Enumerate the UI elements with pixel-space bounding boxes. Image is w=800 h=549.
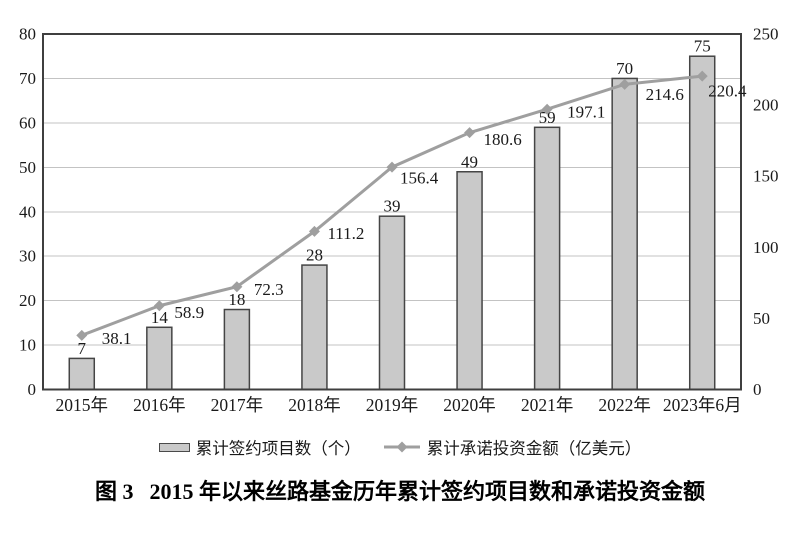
figure-number: 图 3 bbox=[94, 479, 134, 504]
right-axis-tick-label: 250 bbox=[753, 25, 779, 44]
line-value-label: 214.6 bbox=[646, 85, 684, 104]
bar-2017年 bbox=[223, 308, 251, 391]
line-series-swatch-icon bbox=[383, 441, 420, 453]
left-axis-tick-label: 40 bbox=[19, 202, 36, 221]
right-axis-tick-label: 150 bbox=[753, 167, 779, 186]
x-axis-label: 2022年 bbox=[598, 395, 651, 415]
line-value-label: 180.6 bbox=[484, 130, 522, 149]
bar-2021年 bbox=[533, 126, 561, 391]
line-marker-diamond-icon bbox=[231, 281, 243, 293]
bar-value-label: 75 bbox=[694, 37, 711, 56]
legend-label-bars: 累计签约项目数（个） bbox=[195, 439, 361, 458]
bar-2022年 bbox=[611, 77, 638, 391]
line-value-label: 38.1 bbox=[102, 329, 132, 348]
line-marker-diamond-icon bbox=[464, 127, 476, 139]
x-axis-label: 2016年 bbox=[133, 395, 186, 415]
x-axis-label: 2020年 bbox=[443, 395, 496, 415]
legend-item-bars: 累计签约项目数（个） bbox=[158, 435, 361, 459]
bar-value-label: 7 bbox=[78, 339, 87, 358]
left-axis-tick-label: 50 bbox=[19, 158, 36, 177]
line-marker-diamond-icon bbox=[619, 78, 631, 90]
legend-label-line: 累计承诺投资金额（亿美元） bbox=[426, 439, 642, 458]
line-marker-diamond-icon bbox=[386, 161, 398, 173]
bar-2019年 bbox=[378, 215, 406, 391]
left-axis-tick-label: 70 bbox=[19, 69, 36, 88]
bar-2023年6月 bbox=[688, 55, 716, 391]
line-value-label: 220.4 bbox=[708, 82, 747, 101]
bar-series-swatch-icon bbox=[158, 442, 190, 452]
bar-2020年 bbox=[456, 171, 483, 391]
right-axis-tick-label: 50 bbox=[753, 309, 770, 328]
bar-value-label: 70 bbox=[616, 59, 633, 78]
x-axis-label: 2015年 bbox=[56, 395, 109, 415]
line-marker-diamond-icon bbox=[76, 329, 88, 341]
bar-2016年 bbox=[146, 326, 173, 391]
bar-2018年 bbox=[301, 264, 328, 391]
line-value-label: 111.2 bbox=[327, 224, 364, 243]
x-axis-label: 2018年 bbox=[288, 395, 341, 415]
line-value-label: 58.9 bbox=[174, 303, 204, 322]
bar-value-label: 14 bbox=[151, 308, 169, 327]
x-axis-label: 2023年6月 bbox=[663, 395, 742, 415]
left-axis-tick-label: 20 bbox=[19, 291, 36, 310]
bar-value-label: 59 bbox=[539, 108, 556, 127]
left-axis-tick-label: 30 bbox=[19, 247, 36, 266]
chart-legend: 累计签约项目数（个） 累计承诺投资金额（亿美元） bbox=[0, 435, 800, 459]
line-value-label: 156.4 bbox=[400, 169, 439, 188]
x-axis-label: 2021年 bbox=[521, 395, 574, 415]
right-axis-tick-label: 0 bbox=[753, 380, 762, 399]
combo-chart: 0 10 20 30 40 50 60 70 80 0 50 100 150 200 250 2015年 201… bbox=[19, 25, 779, 416]
line-marker-diamond-icon bbox=[308, 225, 320, 237]
line-value-label: 197.1 bbox=[567, 103, 605, 122]
legend-item-line: 累计承诺投资金额（亿美元） bbox=[383, 435, 642, 459]
left-axis-tick-label: 10 bbox=[19, 336, 36, 355]
figure-caption: 图 3 2015 年以来丝路基金历年累计签约项目数和承诺投资金额 bbox=[0, 474, 800, 506]
x-axis-label: 2019年 bbox=[366, 395, 419, 415]
right-axis-tick-label: 100 bbox=[753, 238, 779, 257]
bar-value-label: 28 bbox=[306, 246, 323, 265]
line-marker-diamond-icon bbox=[696, 70, 708, 82]
figure-title-text: 2015 年以来丝路基金历年累计签约项目数和承诺投资金额 bbox=[149, 479, 706, 504]
left-axis-tick-label: 0 bbox=[28, 380, 37, 399]
plot-border bbox=[42, 33, 742, 391]
bar-value-label: 39 bbox=[384, 197, 401, 216]
right-axis-tick-label: 200 bbox=[753, 96, 779, 115]
x-axis-label: 2017年 bbox=[211, 395, 264, 415]
line-marker-diamond-icon bbox=[153, 300, 165, 312]
bar-value-label: 18 bbox=[228, 290, 245, 309]
bar-value-label: 49 bbox=[461, 152, 478, 171]
bar-2015年 bbox=[68, 357, 96, 391]
line-marker-diamond-icon bbox=[541, 103, 553, 115]
left-axis-tick-label: 60 bbox=[19, 113, 36, 132]
line-value-label: 72.3 bbox=[254, 280, 284, 299]
left-axis-tick-label: 80 bbox=[19, 25, 36, 44]
